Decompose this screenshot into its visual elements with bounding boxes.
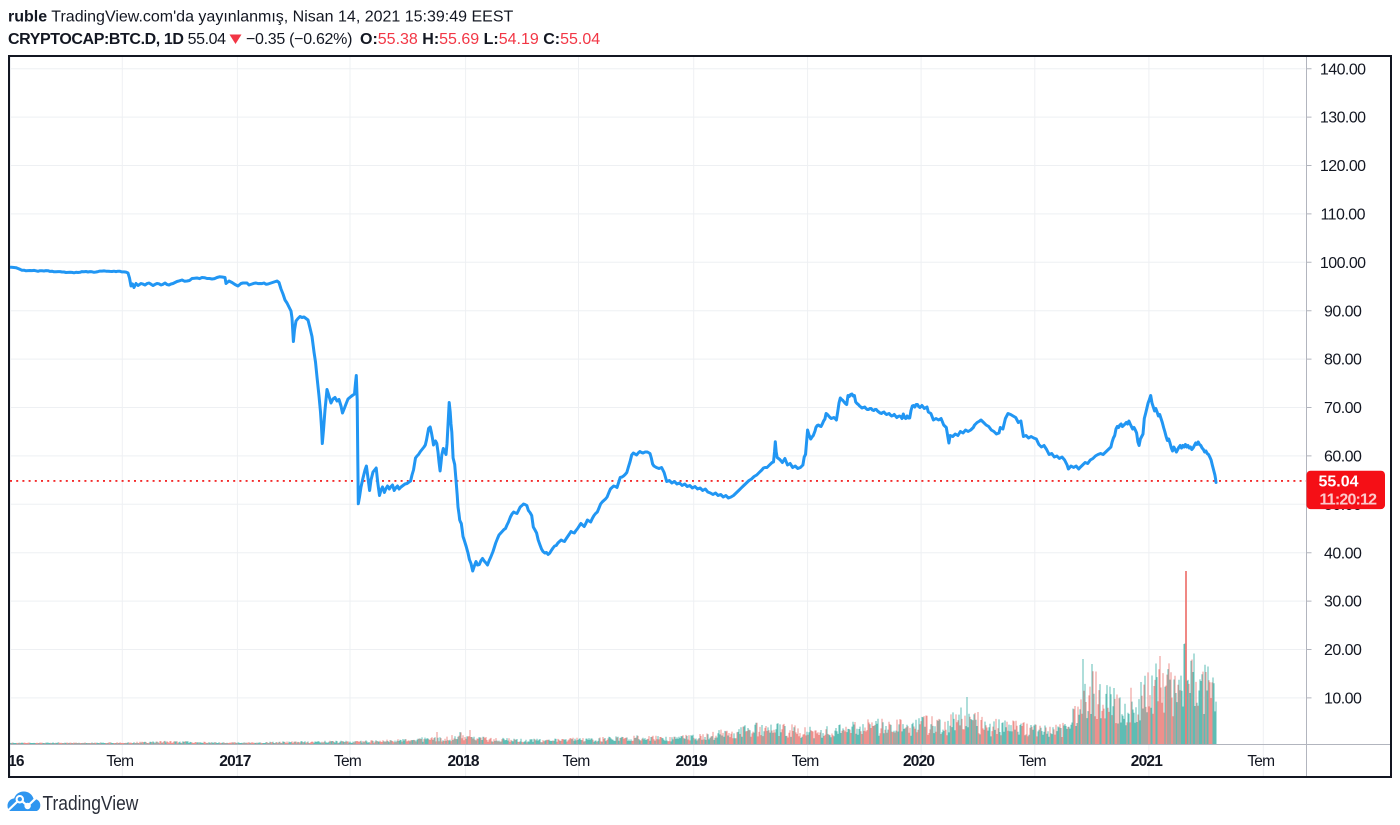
svg-text:70.00: 70.00 (1324, 400, 1362, 417)
svg-text:100.00: 100.00 (1320, 255, 1366, 272)
svg-text:2017: 2017 (219, 753, 250, 770)
svg-text:120.00: 120.00 (1320, 158, 1366, 175)
svg-text:55.04: 55.04 (1319, 474, 1359, 491)
svg-text:Tem: Tem (334, 753, 361, 770)
svg-text:40.00: 40.00 (1324, 545, 1362, 562)
svg-text:2016: 2016 (0, 753, 25, 770)
svg-text:TradingView: TradingView (43, 793, 139, 816)
svg-text:CRYPTOCAP:BTC.D, 1D 55.04: CRYPTOCAP:BTC.D, 1D 55.04 (8, 31, 226, 48)
svg-text:2019: 2019 (676, 753, 708, 770)
svg-text:2021: 2021 (1131, 753, 1163, 770)
svg-text:140.00: 140.00 (1320, 61, 1366, 78)
svg-text:30.00: 30.00 (1324, 594, 1362, 611)
svg-text:110.00: 110.00 (1320, 207, 1365, 224)
svg-text:Tem: Tem (792, 753, 819, 770)
svg-text:2020: 2020 (903, 753, 934, 770)
svg-text:Tem: Tem (1019, 753, 1046, 770)
svg-text:Tem: Tem (563, 753, 590, 770)
svg-text:60.00: 60.00 (1324, 449, 1362, 466)
svg-text:−0.35 (−0.62%): −0.35 (−0.62%) (246, 31, 352, 48)
svg-text:ruble TradingView.com'da yayın: ruble TradingView.com'da yayınlanmış, Ni… (8, 9, 513, 26)
svg-text:2018: 2018 (447, 753, 479, 770)
svg-text:20.00: 20.00 (1324, 642, 1362, 659)
svg-text:Tem: Tem (1247, 753, 1274, 770)
svg-text:11:20:12: 11:20:12 (1320, 492, 1378, 509)
svg-text:130.00: 130.00 (1320, 110, 1366, 127)
svg-text:90.00: 90.00 (1324, 303, 1362, 320)
svg-text:O:55.38 H:55.69 L:54.19 C:55.0: O:55.38 H:55.69 L:54.19 C:55.04 (360, 31, 600, 48)
svg-text:80.00: 80.00 (1324, 352, 1362, 369)
svg-text:Tem: Tem (106, 753, 133, 770)
svg-text:10.00: 10.00 (1324, 691, 1362, 708)
